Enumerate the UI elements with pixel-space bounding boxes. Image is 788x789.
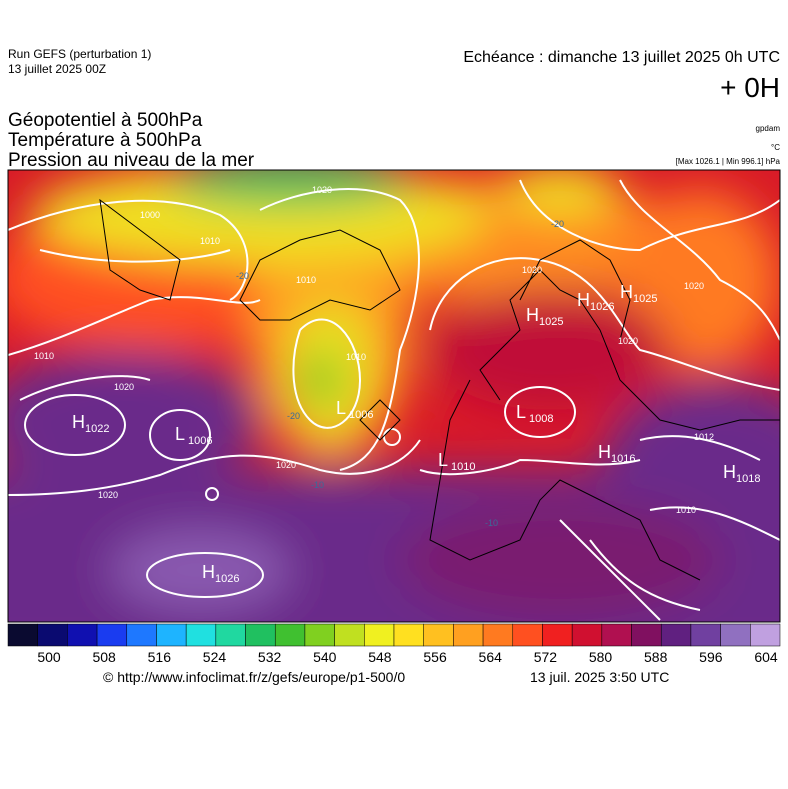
- colorbar-swatch: [67, 623, 98, 647]
- colorbar-swatch: [453, 623, 484, 647]
- contour-label: 1000: [140, 210, 160, 220]
- colorbar-swatch: [364, 623, 395, 647]
- colorbar-swatch: [393, 623, 424, 647]
- contour-label: 1010: [346, 352, 366, 362]
- colorbar-tick-label: 540: [313, 649, 337, 665]
- field-title: Pression au niveau de la mer: [8, 150, 255, 171]
- pressure-letter: L: [516, 402, 526, 422]
- unit: °C: [771, 143, 780, 152]
- contour-label: -10: [311, 480, 324, 490]
- pressure-value: 1006: [188, 435, 212, 447]
- colorbar-swatch: [571, 623, 603, 647]
- colorbar-swatch: [542, 623, 573, 647]
- colorbar-tick-label: 588: [644, 649, 668, 665]
- pressure-letter: H: [723, 462, 736, 482]
- colorbar-tick-label: 596: [699, 649, 723, 665]
- contour-label: 1020: [312, 185, 332, 195]
- pressure-letter: H: [526, 305, 539, 325]
- colorbar-tick-label: 564: [479, 649, 503, 665]
- unit: gpdam: [756, 124, 781, 133]
- issue-time: 13 juil. 2025 3:50 UTC: [530, 669, 669, 685]
- colorbar-swatch: [631, 623, 662, 647]
- colorbar-tick-label: 532: [258, 649, 282, 665]
- pressure-letter: H: [620, 282, 633, 302]
- contour-label: -20: [236, 271, 249, 281]
- contour-label: 1020: [522, 265, 542, 275]
- contour-label: 1012: [694, 432, 714, 442]
- contour-label: -10: [485, 518, 498, 528]
- colorbar-swatch: [37, 623, 68, 647]
- pressure-value: 1006: [349, 409, 373, 421]
- pressure-value: 1008: [529, 413, 553, 425]
- pressure-letter: L: [175, 424, 185, 444]
- contour-label: 1020: [98, 490, 118, 500]
- contour-label: 1010: [676, 505, 696, 515]
- colorbar-swatch: [601, 623, 632, 647]
- pressure-letter: H: [72, 412, 85, 432]
- pressure-value: 1025: [539, 316, 563, 328]
- colorbar-tick-label: 500: [37, 649, 61, 665]
- colorbar-swatch: [126, 623, 157, 647]
- colorbar-swatch: [482, 623, 514, 647]
- contour-label: -20: [551, 219, 564, 229]
- colorbar-swatch: [304, 623, 335, 647]
- colorbar-swatch: [512, 623, 543, 647]
- contour-label: 1010: [200, 236, 220, 246]
- pressure-letter: H: [598, 442, 611, 462]
- pressure-letter: H: [577, 290, 590, 310]
- colorbar-swatch: [156, 623, 187, 647]
- run-date: 13 juillet 2025 00Z: [8, 62, 106, 76]
- colorbar-swatch: [423, 623, 454, 647]
- colorbar-tick-label: 508: [92, 649, 116, 665]
- pressure-letter: H: [202, 562, 215, 582]
- offset: + 0H: [720, 72, 780, 103]
- colorbar-swatch: [7, 623, 38, 647]
- colorbar-tick-label: 548: [368, 649, 392, 665]
- echeance: Echéance : dimanche 13 juillet 2025 0h U…: [463, 49, 780, 66]
- field-title: Géopotentiel à 500hPa: [8, 110, 203, 131]
- contour-label: 1020: [114, 382, 134, 392]
- colorbar-swatch: [185, 623, 217, 647]
- contour-label: 1010: [296, 275, 316, 285]
- contour-label: 1010: [34, 351, 54, 361]
- pressure-value: 1025: [633, 293, 657, 305]
- run-label: Run GEFS (perturbation 1): [8, 47, 151, 61]
- colorbar-swatch: [215, 623, 246, 647]
- contour-label: -20: [287, 411, 300, 421]
- pressure-value: 1016: [611, 453, 635, 465]
- colorbar-tick-label: 604: [754, 649, 778, 665]
- field-title: Température à 500hPa: [8, 130, 202, 151]
- pressure-value: 1018: [736, 473, 760, 485]
- source-url: © http://www.infoclimat.fr/z/gefs/europe…: [103, 669, 405, 685]
- colorbar-tick-label: 580: [589, 649, 613, 665]
- colorbar-swatch: [660, 623, 692, 647]
- pressure-value: 1026: [215, 573, 239, 585]
- colorbar-tick-label: 524: [203, 649, 227, 665]
- colorbar-swatch: [96, 623, 128, 647]
- unit: [Max 1026.1 | Min 996.1] hPa: [676, 157, 781, 166]
- colorbar-swatch: [274, 623, 306, 647]
- colorbar-swatch: [334, 623, 365, 647]
- contour-label: 1020: [684, 281, 704, 291]
- colorbar-swatch: [245, 623, 276, 647]
- colorbar-swatch: [750, 623, 781, 647]
- map-frame: [7, 169, 781, 623]
- pressure-letter: L: [336, 398, 346, 418]
- colorbar-tick-label: 572: [534, 649, 558, 665]
- contour-label: 1020: [276, 460, 296, 470]
- colorbar-tick-label: 556: [423, 649, 447, 665]
- pressure-value: 1022: [85, 423, 109, 435]
- colorbar-swatch: [690, 623, 721, 647]
- contour-label: 1020: [618, 336, 638, 346]
- pressure-value: 1010: [451, 461, 475, 473]
- pressure-letter: L: [438, 450, 448, 470]
- colorbar-swatch: [720, 623, 751, 647]
- pressure-value: 1026: [590, 301, 614, 313]
- colorbar-tick-label: 516: [148, 649, 172, 665]
